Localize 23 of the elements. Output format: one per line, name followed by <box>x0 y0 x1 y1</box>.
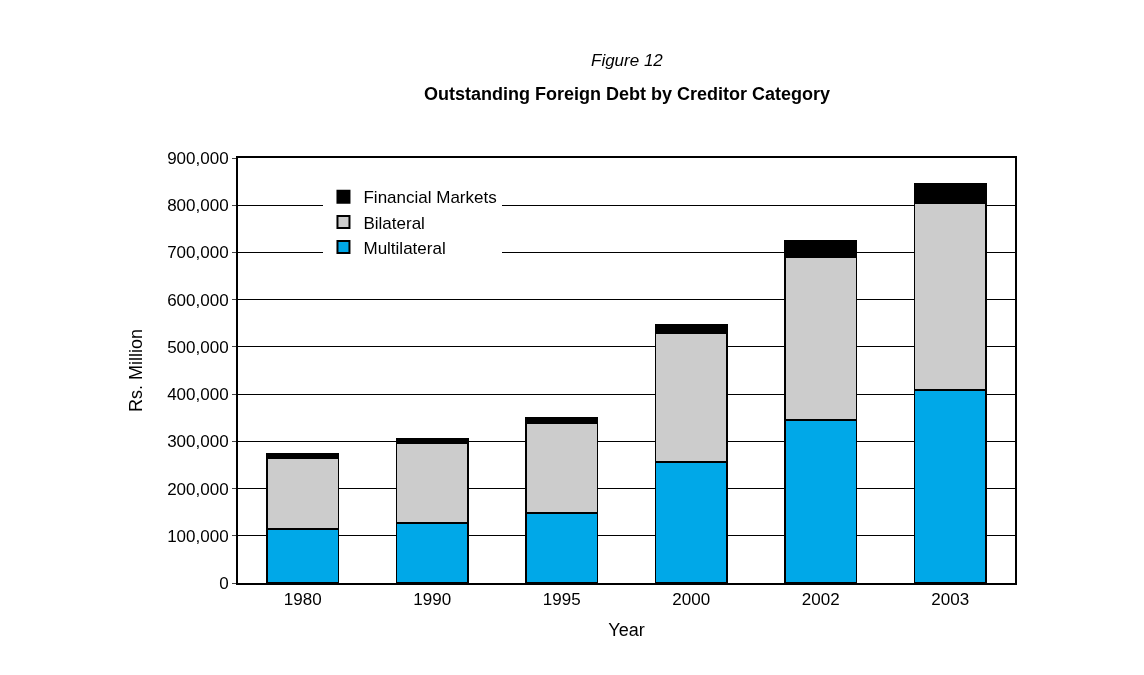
y-tick-label: 300,000 <box>167 432 229 452</box>
y-tick-label: 900,000 <box>167 148 229 168</box>
y-tick-label: 800,000 <box>167 196 229 216</box>
y-axis-title: Rs. Million <box>125 328 146 413</box>
x-tick-label: 1990 <box>413 590 452 610</box>
y-tick-label: 400,000 <box>167 385 229 405</box>
y-tick-label: 500,000 <box>167 337 229 357</box>
x-tick-label: 2002 <box>801 590 840 610</box>
x-tick-label: 1980 <box>283 590 322 610</box>
legend-label: Bilateral <box>363 213 425 233</box>
y-tick-label: 0 <box>219 573 229 593</box>
y-tick-label: 600,000 <box>167 290 229 310</box>
x-axis-title: Year <box>608 620 645 640</box>
x-tick-label: 2000 <box>672 590 711 610</box>
x-tick-label: 1995 <box>542 590 581 610</box>
legend-label: Multilateral <box>363 238 446 258</box>
chart-title: Outstanding Foreign Debt by Creditor Category <box>424 84 831 104</box>
y-tick-label: 200,000 <box>167 479 229 499</box>
x-tick-label: 2003 <box>931 590 970 610</box>
y-tick-label: 100,000 <box>167 526 229 546</box>
chart-subtitle: Figure 12 <box>591 51 664 70</box>
legend-label: Financial Markets <box>363 188 497 208</box>
y-tick-label: 700,000 <box>167 243 229 263</box>
